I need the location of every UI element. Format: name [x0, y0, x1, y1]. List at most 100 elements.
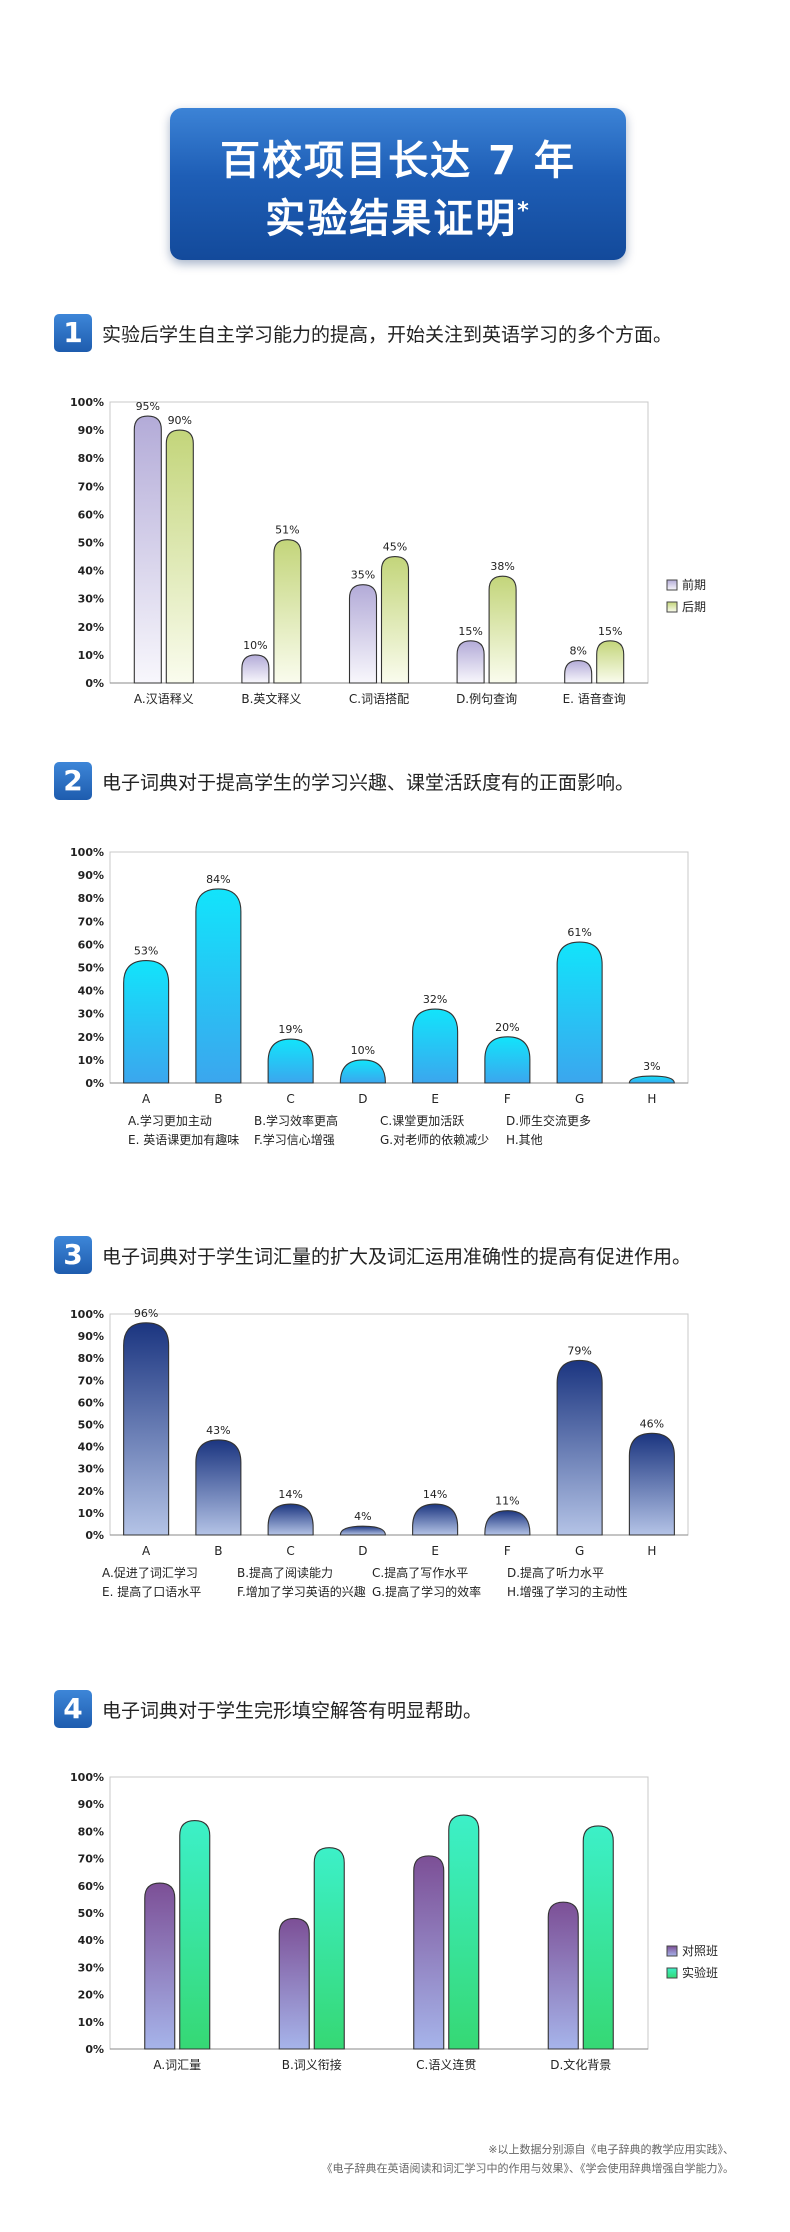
bar [273, 539, 302, 684]
bar [484, 1036, 531, 1084]
bar [241, 654, 270, 684]
data-label: 3% [643, 1060, 660, 1073]
x-tick-label: B [214, 1092, 222, 1106]
title-banner: 百校项目长达 7 年 实验结果证明* [170, 108, 626, 260]
x-tick-label: H [647, 1544, 656, 1558]
bar [267, 1038, 314, 1084]
y-tick-label: 40% [78, 1934, 104, 1947]
x-tick-label: B.英文释义 [241, 691, 301, 706]
y-tick-label: 20% [78, 1989, 104, 2002]
y-tick-label: 60% [78, 1396, 104, 1409]
category-key-text: H.其他 [506, 1133, 543, 1147]
category-key-text: D.提高了听力水平 [507, 1565, 604, 1580]
data-label: 10% [243, 639, 267, 652]
data-label: 19% [278, 1023, 302, 1036]
data-label: 38% [490, 560, 514, 573]
y-tick-label: 70% [78, 915, 104, 928]
data-label: 79% [567, 1344, 591, 1357]
data-label: 14% [423, 1488, 447, 1501]
x-tick-label: A.词汇量 [153, 2058, 201, 2072]
x-tick-label: H [647, 1092, 656, 1106]
x-tick-label: B [214, 1544, 222, 1558]
y-tick-label: 20% [78, 1485, 104, 1498]
bar [412, 1503, 459, 1536]
y-tick-label: 0% [85, 677, 104, 690]
section-number-badge: 3 [54, 1236, 92, 1274]
y-tick-label: 30% [78, 1961, 104, 1974]
chart-3: 0% 10% 20% 30% 40% 50% 60% 70% 80% 90% 100% 96% A 43%… [70, 1307, 689, 1599]
section-number-badge: 1 [54, 314, 92, 352]
section-number-badge: 4 [54, 1690, 92, 1728]
x-tick-label: C.词语搭配 [349, 692, 409, 706]
x-tick-label: A [142, 1544, 151, 1558]
legend-label: 前期 [682, 577, 706, 592]
y-tick-label: 0% [85, 2043, 104, 2056]
y-tick-label: 60% [78, 508, 104, 521]
bar [133, 415, 162, 684]
y-tick-label: 90% [78, 1330, 104, 1343]
category-key-text: C.课堂更加活跃 [380, 1114, 464, 1128]
y-tick-label: 50% [78, 537, 104, 550]
bar [413, 1855, 445, 2050]
category-key-text: E. 提高了口语水平 [102, 1584, 201, 1599]
category-key-text: G.提高了学习的效率 [372, 1584, 481, 1599]
bar [165, 429, 194, 684]
data-label: 15% [458, 625, 482, 638]
legend-swatch [666, 1967, 678, 1979]
data-label: 51% [275, 524, 299, 537]
bar [564, 659, 593, 684]
y-tick-label: 10% [78, 1054, 104, 1067]
y-tick-label: 10% [78, 649, 104, 662]
y-tick-label: 80% [78, 452, 104, 465]
bar [195, 888, 242, 1084]
y-tick-label: 10% [78, 1507, 104, 1520]
y-tick-label: 0% [85, 1529, 104, 1542]
legend-swatch [666, 579, 678, 591]
x-tick-label: G [575, 1544, 584, 1558]
bar [556, 941, 603, 1084]
section-text: 电子词典对于学生词汇量的扩大及词汇运用准确性的提高有促进作用。 [102, 1246, 692, 1268]
bar [596, 640, 625, 684]
x-tick-label: D.文化背景 [550, 2057, 611, 2072]
category-key-text: B.学习效率更高 [254, 1113, 338, 1128]
category-key-text: C.提高了写作水平 [372, 1565, 468, 1580]
bar [179, 1819, 211, 2050]
section-text: 实验后学生自主学习能力的提高，开始关注到英语学习的多个方面。 [102, 324, 673, 346]
y-tick-label: 30% [78, 1463, 104, 1476]
data-label: 20% [495, 1021, 519, 1034]
data-label: 11% [495, 1495, 519, 1508]
y-tick-label: 100% [70, 1308, 104, 1321]
y-tick-label: 70% [78, 1374, 104, 1387]
category-key-text: B.提高了阅读能力 [237, 1565, 333, 1580]
y-tick-label: 10% [78, 2016, 104, 2029]
x-tick-label: A [142, 1092, 151, 1106]
x-tick-label: E [431, 1092, 439, 1106]
bar [488, 575, 517, 684]
y-tick-label: 90% [78, 869, 104, 882]
legend-swatch [666, 1945, 678, 1957]
category-key-text: A.学习更加主动 [128, 1113, 212, 1128]
y-tick-label: 100% [70, 846, 104, 859]
x-tick-label: D [358, 1092, 367, 1106]
chart-4: 0% 10% 20% 30% 40% 50% 60% 70% 80% 90% 100% A.词汇量 B.… [70, 1771, 718, 2072]
bar [267, 1503, 314, 1536]
category-key-text: F.学习信心增强 [254, 1132, 335, 1147]
y-tick-label: 20% [78, 621, 104, 634]
legend-label: 对照班 [682, 1944, 718, 1958]
data-label: 96% [134, 1307, 158, 1320]
footnote-line-2: 《电子辞典在英语阅读和词汇学习中的作用与效果》、《学会使用辞典增强自学能力》。 [321, 2162, 735, 2175]
category-key-text: E. 英语课更加有趣味 [128, 1132, 239, 1147]
legend-label: 实验班 [682, 1965, 718, 1980]
bar [582, 1825, 614, 2050]
y-tick-label: 30% [78, 1008, 104, 1021]
x-tick-label: C.语义连贯 [416, 2057, 476, 2072]
footnote-line-1: ※以上数据分别源自《电子辞典的教学应用实践》、 [488, 2143, 734, 2156]
y-tick-label: 30% [78, 593, 104, 606]
section-text: 电子词典对于提高学生的学习兴趣、课堂活跃度有的正面影响。 [102, 772, 635, 794]
bar [628, 1075, 675, 1084]
x-tick-label: D [358, 1544, 367, 1558]
x-tick-label: E [431, 1544, 439, 1558]
data-label: 32% [423, 993, 447, 1006]
bar [456, 640, 485, 684]
bar [348, 584, 378, 684]
